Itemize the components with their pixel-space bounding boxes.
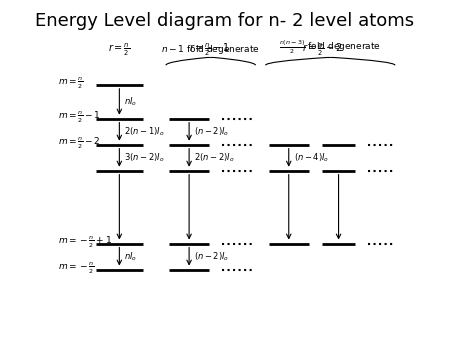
Text: $m = \frac{n}{2}-1$: $m = \frac{n}{2}-1$ xyxy=(58,110,101,125)
Text: $3(n-2)I_o$: $3(n-2)I_o$ xyxy=(124,151,165,164)
Text: $n-1$ fold degenerate: $n-1$ fold degenerate xyxy=(162,43,260,56)
Text: $m = -\frac{n}{2}$: $m = -\frac{n}{2}$ xyxy=(58,261,95,276)
Text: Energy Level diagram for n- 2 level atoms: Energy Level diagram for n- 2 level atom… xyxy=(36,12,414,30)
Text: $m = \frac{n}{2}$: $m = \frac{n}{2}$ xyxy=(58,76,84,91)
Text: $m = -\frac{n}{2}+1$: $m = -\frac{n}{2}+1$ xyxy=(58,235,112,250)
Text: $r = \frac{n}{2}-1$: $r = \frac{n}{2}-1$ xyxy=(189,41,230,58)
Text: $2(n-2)I_o$: $2(n-2)I_o$ xyxy=(194,151,234,164)
Text: $r = \frac{n}{2}$: $r = \frac{n}{2}$ xyxy=(108,41,130,58)
Text: $(n-2)I_o$: $(n-2)I_o$ xyxy=(194,250,230,263)
Text: $(n-4)I_o$: $(n-4)I_o$ xyxy=(294,151,329,164)
Text: $2(n-1)I_o$: $2(n-1)I_o$ xyxy=(124,125,165,138)
Text: $m = \frac{n}{2}-2$: $m = \frac{n}{2}-2$ xyxy=(58,136,101,151)
Text: $nI_o$: $nI_o$ xyxy=(124,95,137,108)
Text: $r = \frac{n}{2}-2$: $r = \frac{n}{2}-2$ xyxy=(302,41,342,58)
Text: $(n-2)I_o$: $(n-2)I_o$ xyxy=(194,125,230,138)
Text: $\frac{n(n-3)}{2}$ fold degenerate: $\frac{n(n-3)}{2}$ fold degenerate xyxy=(279,38,381,56)
Text: $nI_o$: $nI_o$ xyxy=(124,250,137,263)
